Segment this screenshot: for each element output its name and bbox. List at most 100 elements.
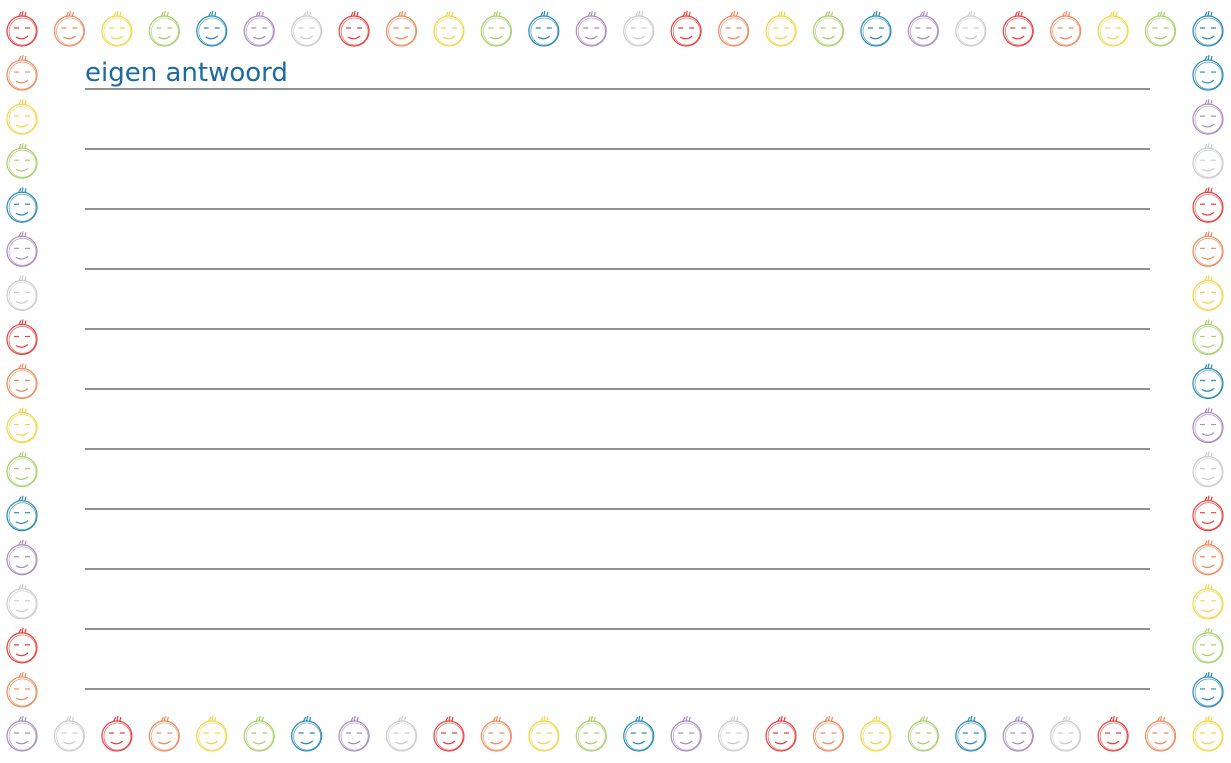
face-hair [446, 716, 453, 721]
smiley-face [102, 716, 132, 751]
face-hair [493, 716, 500, 721]
face-mouth [1202, 433, 1214, 436]
smiley-face [387, 11, 417, 46]
face-mouth [16, 256, 28, 259]
face-mouth [111, 36, 123, 39]
smiley-face [54, 716, 84, 751]
smiley-face [1193, 540, 1223, 575]
face-hair [19, 231, 26, 236]
face-outline [1193, 236, 1223, 266]
face-hair [19, 716, 26, 721]
face-outline [1193, 369, 1223, 399]
face-mouth [775, 36, 787, 39]
smiley-face [1146, 716, 1176, 751]
face-outline-inner [815, 723, 842, 750]
smiley-face [908, 11, 938, 46]
face-outline-inner [721, 723, 748, 750]
smiley-face [481, 716, 511, 751]
face-outline [7, 369, 37, 399]
face-hair [778, 716, 785, 721]
face-outline [1098, 721, 1128, 751]
face-outline [7, 280, 37, 310]
smiley-face [1193, 584, 1223, 619]
face-outline-inner [910, 723, 937, 750]
face-mouth [253, 36, 265, 39]
face-outline [1193, 501, 1223, 531]
face-outline-inner [294, 18, 321, 45]
face-mouth [16, 389, 28, 392]
face-outline-inner [1148, 18, 1175, 45]
face-mouth [1107, 741, 1119, 744]
face-hair [920, 716, 927, 721]
face-mouth [822, 741, 834, 744]
face-mouth [16, 697, 28, 700]
face-mouth [917, 741, 929, 744]
face-hair [1015, 11, 1022, 16]
face-hair [209, 11, 216, 16]
face-mouth [111, 741, 123, 744]
face-hair [1110, 11, 1117, 16]
face-outline-inner [1195, 723, 1222, 750]
face-outline-inner [1195, 547, 1222, 574]
face-mouth [1202, 741, 1214, 744]
smiley-face [1193, 364, 1223, 399]
face-outline [7, 60, 37, 90]
smiley-face [529, 11, 559, 46]
face-outline-inner [910, 18, 937, 45]
face-mouth [1202, 697, 1214, 700]
face-mouth [443, 36, 455, 39]
face-mouth [16, 609, 28, 612]
smiley-face [719, 11, 749, 46]
face-outline-inner [9, 415, 36, 442]
face-hair [19, 628, 26, 633]
face-hair [541, 11, 548, 16]
face-hair [304, 716, 311, 721]
face-mouth [443, 741, 455, 744]
face-mouth [16, 433, 28, 436]
face-outline-inner [151, 18, 178, 45]
face-mouth [16, 36, 28, 39]
face-outline [908, 16, 938, 46]
face-hair [351, 716, 358, 721]
face-outline [149, 16, 179, 46]
face-outline-inner [104, 18, 131, 45]
face-outline [576, 721, 606, 751]
face-mouth [1202, 653, 1214, 656]
face-hair [114, 11, 121, 16]
face-hair [1205, 231, 1212, 236]
face-hair [1205, 628, 1212, 633]
face-hair [1205, 187, 1212, 192]
face-outline [7, 413, 37, 443]
face-hair [968, 716, 975, 721]
face-outline-inner [9, 679, 36, 706]
face-mouth [1202, 477, 1214, 480]
face-outline-inner [1195, 282, 1222, 309]
face-outline-inner [294, 723, 321, 750]
smiley-face [7, 452, 37, 487]
face-mouth [728, 741, 740, 744]
smiley-face [1003, 11, 1033, 46]
smiley-face [1146, 11, 1176, 46]
smiley-face [576, 11, 606, 46]
face-outline [861, 721, 891, 751]
face-outline [719, 16, 749, 46]
face-outline [766, 16, 796, 46]
face-outline [292, 721, 322, 751]
smiley-face [956, 716, 986, 751]
face-outline [7, 545, 37, 575]
face-outline-inner [246, 723, 273, 750]
face-mouth [1202, 80, 1214, 83]
face-outline-inner [1195, 371, 1222, 398]
face-mouth [206, 741, 218, 744]
face-hair [731, 11, 738, 16]
face-outline-inner [1195, 591, 1222, 618]
face-outline-inner [56, 723, 83, 750]
face-hair [19, 364, 26, 369]
face-hair [256, 11, 263, 16]
face-outline-inner [768, 723, 795, 750]
face-mouth [63, 741, 75, 744]
face-outline [1193, 192, 1223, 222]
face-mouth [1060, 36, 1072, 39]
smiley-face [1098, 11, 1128, 46]
face-hair [1158, 11, 1165, 16]
